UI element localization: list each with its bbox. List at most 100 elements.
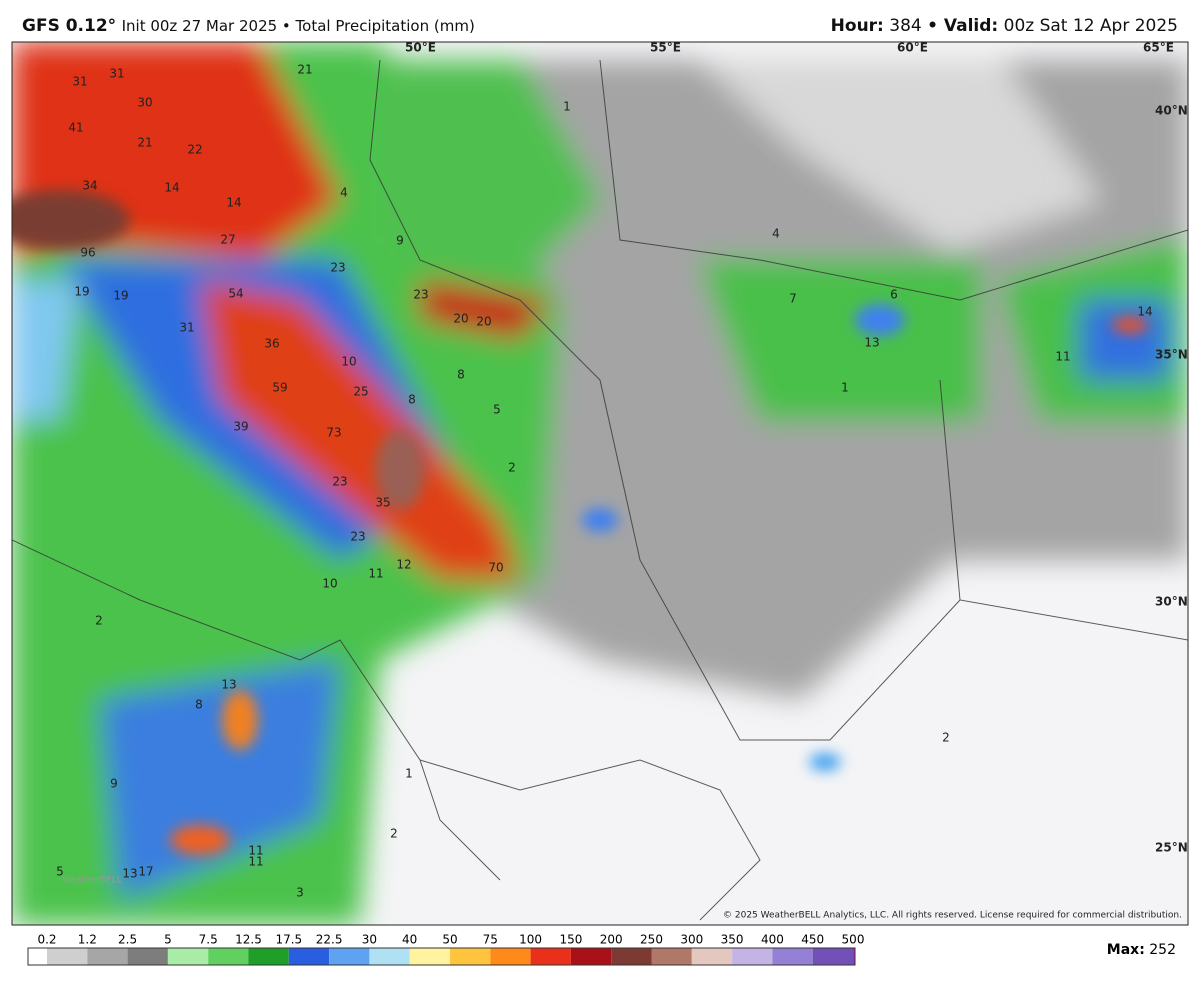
value-label: 41 [68, 121, 83, 135]
value-label: 2 [942, 731, 950, 745]
title: Init 00z 27 Mar 2025 • Total Precipitati… [122, 17, 475, 35]
colorbar-tick-label: 17.5 [275, 933, 302, 947]
value-label: 23 [330, 261, 345, 275]
precip-cores [12, 190, 1148, 855]
lon-label: 60°E [897, 41, 928, 55]
borders [12, 59, 1188, 921]
value-label: 8 [408, 393, 416, 407]
value-label: 8 [195, 698, 203, 712]
colorbar-tick-label: 7.5 [199, 933, 218, 947]
lat-label: 40°N [1155, 104, 1188, 118]
colorbar-segment [530, 948, 571, 965]
value-label: 21 [137, 136, 152, 150]
value-label: 9 [110, 777, 118, 791]
map-frame [11, 41, 1189, 926]
lon-label: 65°E [1143, 41, 1174, 55]
colorbar-tick-label: 100 [519, 933, 542, 947]
lat-label: 25°N [1155, 841, 1188, 855]
precip-field [12, 42, 1188, 925]
value-label: 14 [226, 196, 241, 210]
colorbar-segment [732, 948, 773, 965]
colorbar-segment [369, 948, 410, 965]
colorbar-segment [288, 948, 330, 965]
value-label: 23 [350, 530, 365, 544]
colorbar-tick-label: 500 [842, 933, 865, 947]
value-label: 17 [138, 865, 153, 879]
value-label: 25 [353, 385, 368, 399]
colorbar-segment [490, 948, 531, 965]
value-label: 11 [368, 567, 383, 581]
value-label: 2 [95, 614, 103, 628]
value-label: 6 [890, 288, 898, 302]
colorbar-segment [812, 948, 853, 965]
colorbar-tick-label: 350 [721, 933, 744, 947]
value-label: 12 [396, 558, 411, 572]
value-label: 7 [789, 292, 797, 306]
header-right: Hour: 384 • Valid: 00z Sat 12 Apr 2025 [831, 16, 1178, 36]
value-label: 23 [332, 475, 347, 489]
colorbar-segment [651, 948, 692, 965]
value-label: 10 [322, 577, 337, 591]
model: GFS 0.12° [22, 16, 116, 36]
value-label: 1 [841, 381, 849, 395]
colorbar-tick-label: 150 [559, 933, 582, 947]
colorbar-segment [450, 948, 491, 965]
colorbar-segment [772, 948, 813, 965]
max-label: Max: [1107, 942, 1145, 958]
value-label: 9 [396, 234, 404, 248]
value-label: 13 [864, 336, 879, 350]
colorbar-tick-label: 450 [801, 933, 824, 947]
hour: 384 [889, 16, 921, 36]
colorbar-segment [208, 948, 249, 965]
value-label: 54 [228, 287, 243, 301]
value-label: 5 [56, 865, 64, 879]
value-label: 1 [563, 100, 571, 114]
value-labels: 50°E 55°E 60°E 65°E40°N35°N30°N25°N31313021… [56, 41, 1188, 900]
watermark: WeatherBELL [62, 876, 122, 886]
colorbar-tick-label: 200 [600, 933, 623, 947]
value-label: 21 [297, 63, 312, 77]
lat-label: 35°N [1155, 348, 1188, 362]
value-label: 19 [74, 285, 89, 299]
value-label: 5 [493, 403, 501, 417]
value-label: 13 [122, 867, 137, 881]
colorbar-segment [691, 948, 733, 965]
value-label: 11 [248, 844, 263, 858]
colorbar-tick-label: 2.5 [118, 933, 137, 947]
value-label: 14 [164, 181, 179, 195]
hour-label: Hour: [831, 16, 884, 36]
value-label: 73 [326, 426, 341, 440]
value-label: 2 [390, 827, 398, 841]
max-value: 252 [1149, 942, 1176, 958]
valid: 00z Sat 12 Apr 2025 [1004, 16, 1178, 36]
colorbar-segment [167, 948, 209, 965]
colorbar-tick-label: 250 [640, 933, 663, 947]
colorbar-tick-label: 300 [680, 933, 703, 947]
value-label: 13 [221, 678, 236, 692]
colorbar-tick-label: 400 [761, 933, 784, 947]
max: Max: 252 [1107, 942, 1176, 958]
value-label: 11 [248, 855, 263, 869]
value-label: 35 [375, 496, 390, 510]
value-label: 20 [453, 312, 468, 326]
value-label: 30 [137, 96, 152, 110]
colorbar-segment [47, 948, 88, 965]
colorbar-tick-label: 50 [442, 933, 457, 947]
colorbar-tick-label: 1.2 [78, 933, 97, 947]
header-left: GFS 0.12° Init 00z 27 Mar 2025 • Total P… [22, 16, 475, 36]
value-label: 20 [476, 315, 491, 329]
colorbar: 0.2 1.2 2.5 5 7.5 12.5 17.5 22.5 30 40 50 75 100 150 2… [27, 933, 865, 966]
value-label: 96 [80, 246, 95, 260]
copyright: © 2025 WeatherBELL Analytics, LLC. All r… [723, 911, 1182, 921]
map [12, 42, 1188, 925]
value-label: 39 [233, 420, 248, 434]
value-label: 19 [113, 289, 128, 303]
colorbar-tick-label: 30 [362, 933, 377, 947]
value-label: 31 [109, 67, 124, 81]
lat-label: 30°N [1155, 595, 1188, 609]
colorbar-tick-label: 12.5 [235, 933, 262, 947]
colorbar-tick-label: 22.5 [316, 933, 343, 947]
colorbar-tick-label: 5 [164, 933, 172, 947]
